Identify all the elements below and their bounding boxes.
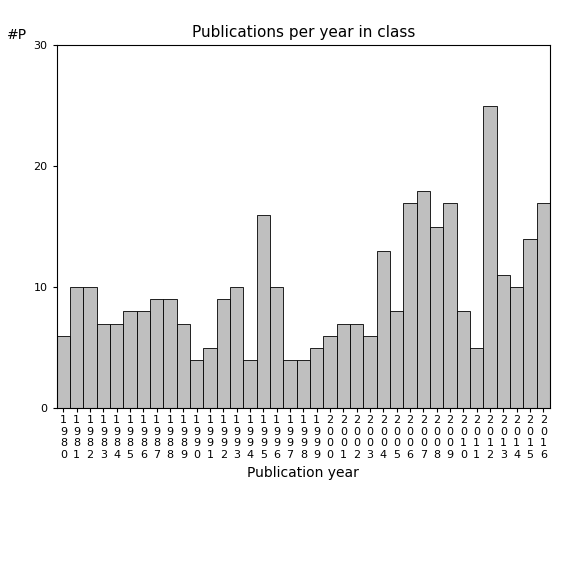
Bar: [470, 348, 483, 408]
Bar: [177, 324, 190, 408]
Bar: [337, 324, 350, 408]
Bar: [204, 348, 217, 408]
Bar: [217, 299, 230, 408]
Text: #P: #P: [7, 28, 27, 42]
Bar: [150, 299, 163, 408]
Title: Publications per year in class: Publications per year in class: [192, 25, 415, 40]
Bar: [83, 287, 97, 408]
Bar: [270, 287, 284, 408]
Bar: [137, 311, 150, 408]
Bar: [163, 299, 177, 408]
Bar: [323, 336, 337, 408]
Bar: [110, 324, 124, 408]
Bar: [297, 360, 310, 408]
Bar: [403, 202, 417, 408]
Bar: [363, 336, 376, 408]
Bar: [510, 287, 523, 408]
Bar: [70, 287, 83, 408]
Bar: [456, 311, 470, 408]
Bar: [230, 287, 243, 408]
Bar: [390, 311, 403, 408]
Bar: [243, 360, 257, 408]
Bar: [417, 191, 430, 408]
Bar: [257, 215, 270, 408]
X-axis label: Publication year: Publication year: [247, 466, 359, 480]
Bar: [497, 275, 510, 408]
Bar: [523, 239, 536, 408]
Bar: [284, 360, 297, 408]
Bar: [124, 311, 137, 408]
Bar: [350, 324, 363, 408]
Bar: [190, 360, 204, 408]
Bar: [536, 202, 550, 408]
Bar: [376, 251, 390, 408]
Bar: [57, 336, 70, 408]
Bar: [483, 106, 497, 408]
Bar: [310, 348, 323, 408]
Bar: [430, 227, 443, 408]
Bar: [443, 202, 456, 408]
Bar: [97, 324, 110, 408]
